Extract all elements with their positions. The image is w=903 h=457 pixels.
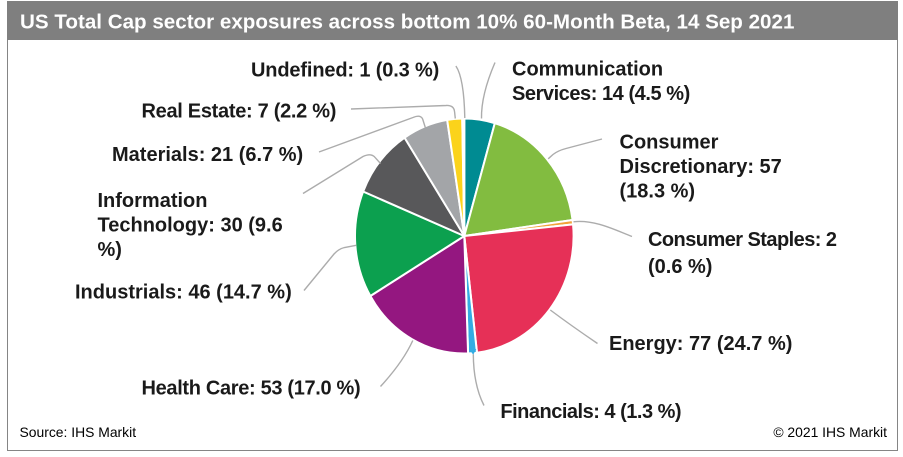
svg-text:Source: IHS Markit: Source: IHS Markit [20, 424, 137, 440]
svg-text:%): %) [98, 239, 122, 261]
svg-text:Financials: 4 (1.3 %): Financials: 4 (1.3 %) [500, 401, 681, 423]
svg-text:Industrials: 46 (14.7 %): Industrials: 46 (14.7 %) [75, 282, 292, 304]
svg-text:US Total Cap sector exposures: US Total Cap sector exposures across bot… [20, 11, 794, 34]
svg-text:© 2021 IHS Markit: © 2021 IHS Markit [773, 424, 887, 440]
svg-text:(0.6 %): (0.6 %) [648, 256, 712, 278]
svg-text:Health Care: 53 (17.0 %): Health Care: 53 (17.0 %) [142, 378, 361, 400]
svg-text:Communication: Communication [512, 59, 663, 81]
svg-text:Services: 14 (4.5 %): Services: 14 (4.5 %) [512, 83, 690, 105]
svg-text:Consumer: Consumer [620, 132, 719, 154]
svg-text:Discretionary: 57: Discretionary: 57 [620, 156, 782, 178]
svg-text:Undefined: 1 (0.3 %): Undefined: 1 (0.3 %) [251, 60, 439, 82]
svg-text:Real Estate: 7 (2.2 %): Real Estate: 7 (2.2 %) [142, 101, 337, 123]
svg-text:Consumer Staples: 2: Consumer Staples: 2 [648, 229, 837, 251]
svg-text:Information: Information [98, 190, 208, 212]
svg-text:Energy: 77 (24.7 %): Energy: 77 (24.7 %) [609, 333, 792, 355]
svg-text:(18.3 %): (18.3 %) [620, 181, 696, 203]
svg-text:Technology: 30 (9.6: Technology: 30 (9.6 [98, 214, 283, 236]
svg-text:Materials: 21 (6.7 %): Materials: 21 (6.7 %) [112, 144, 303, 166]
